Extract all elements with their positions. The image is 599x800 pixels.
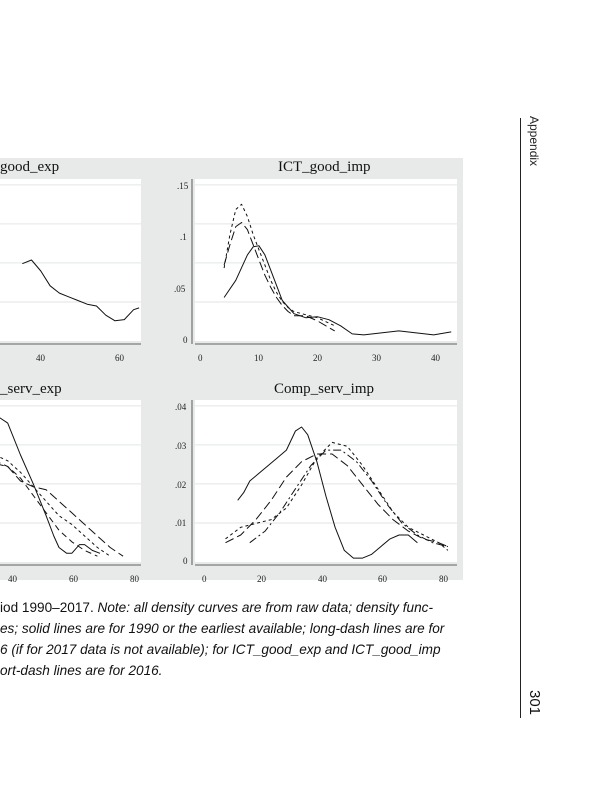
- xtick-label: 60: [378, 574, 387, 584]
- panel-title-good-exp: good_exp: [0, 159, 60, 175]
- caption-line: 6 (if for 2017 data is not available); f…: [0, 642, 441, 657]
- xtick-label: 0: [198, 353, 203, 363]
- xtick-label: 40: [36, 353, 45, 363]
- xtick-label: 60: [115, 353, 124, 363]
- panel-title-comp-serv-imp: Comp_serv_imp: [274, 381, 374, 397]
- density-curve-solid: [223, 245, 452, 336]
- caption-lead: iod 1990–2017.: [0, 600, 98, 615]
- xtick-label: 0: [202, 574, 207, 584]
- plot-area-serv-exp: [0, 400, 141, 562]
- plot-area-good-exp: [0, 179, 141, 341]
- density-curve-long-dash: [223, 222, 335, 332]
- xtick-label: 40: [318, 574, 327, 584]
- density-chart-grid: [0, 158, 463, 580]
- density-curve-long-dash: [0, 464, 124, 557]
- ytick-label: .03: [175, 441, 187, 451]
- margin-rule: [520, 118, 521, 718]
- density-curve-long-dash: [225, 453, 449, 548]
- running-head: Appendix: [527, 116, 541, 167]
- xtick-label: 10: [254, 353, 263, 363]
- density-curve-short-dash: [223, 203, 335, 327]
- xtick-label: 40: [431, 353, 440, 363]
- xtick-label: 80: [439, 574, 448, 584]
- ytick-label: 0: [183, 556, 188, 566]
- page-number: 301: [526, 690, 543, 716]
- ytick-label: .04: [175, 402, 187, 412]
- panel-title-ict-good-imp: ICT_good_imp: [278, 159, 371, 175]
- xtick-label: 30: [372, 353, 381, 363]
- density-curve-dash-dot: [249, 449, 449, 548]
- density-curve-solid: [0, 417, 101, 554]
- caption-line: iod 1990–2017. Note: all density curves …: [0, 597, 500, 618]
- ytick-label: 0: [183, 335, 188, 345]
- ytick-label: .05: [174, 284, 186, 294]
- ytick-label: .01: [175, 518, 187, 528]
- caption-line: ort-dash lines are for 2016.: [0, 663, 163, 678]
- plot-area-comp-serv-imp: [195, 400, 457, 562]
- density-curve-solid: [22, 259, 140, 322]
- plot-area-ict-good-imp: [195, 179, 457, 341]
- density-curve-short-dash: [225, 441, 449, 551]
- panel-title-serv-exp: _serv_exp: [0, 381, 62, 397]
- xtick-label: 60: [69, 574, 78, 584]
- density-curve-solid: [237, 426, 418, 559]
- xtick-label: 40: [8, 574, 17, 584]
- figure-caption: iod 1990–2017. Note: all density curves …: [0, 597, 500, 681]
- xtick-label: 20: [257, 574, 266, 584]
- ytick-label: .1: [180, 232, 187, 242]
- xtick-label: 20: [313, 353, 322, 363]
- density-curve-short-dash: [0, 456, 111, 557]
- xtick-label: 80: [130, 574, 139, 584]
- caption-note: Note: all density curves are from raw da…: [97, 600, 433, 615]
- ytick-label: .15: [177, 181, 189, 191]
- caption-line: es; solid lines are for 1990 or the earl…: [0, 621, 445, 636]
- density-curve-medium-dash: [0, 462, 98, 557]
- ytick-label: .02: [175, 480, 187, 490]
